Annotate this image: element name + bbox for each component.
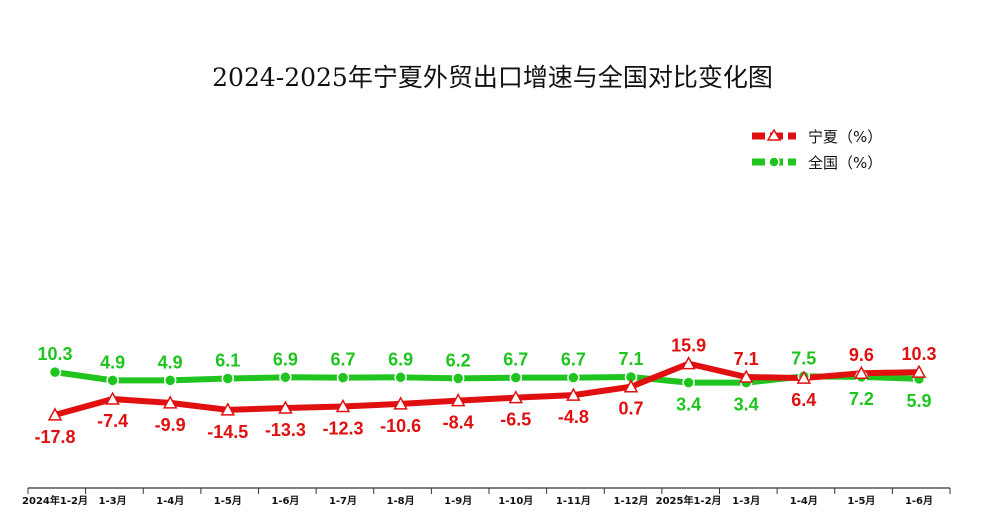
data-point-ningxia [220, 402, 236, 416]
data-label-ningxia: -14.5 [207, 422, 248, 442]
data-point-national [336, 371, 350, 384]
data-point-ningxia [566, 387, 581, 401]
x-tick-label: 1-4月 [790, 495, 818, 507]
legend-circle-marker-icon [752, 156, 796, 168]
legend-item-ningxia: 宁夏（%） [750, 123, 882, 149]
data-point-ningxia [47, 407, 63, 421]
x-tick-label: 2024年1-2月 [22, 494, 88, 507]
data-label-ningxia: 10.3 [901, 344, 936, 364]
data-label-national: 3.4 [734, 395, 759, 415]
x-tick-label: 1-11月 [556, 495, 591, 507]
data-point-ningxia [393, 396, 408, 410]
data-point-ningxia [911, 364, 927, 378]
data-point-national [221, 372, 235, 385]
x-tick-label: 1-6月 [271, 495, 299, 507]
x-tick-label: 1-8月 [387, 495, 415, 507]
data-point-ningxia [623, 379, 639, 393]
data-label-ningxia: -13.3 [265, 420, 306, 440]
data-point-ningxia [278, 400, 293, 414]
legend-item-national: 全国（%） [750, 149, 882, 175]
data-point-national [567, 371, 580, 384]
x-tick-label: 1-9月 [444, 495, 472, 507]
data-label-national: 10.3 [37, 344, 72, 364]
x-tick-label: 1-6月 [905, 495, 933, 507]
data-point-ningxia [738, 369, 754, 383]
data-label-national: 3.4 [676, 395, 701, 415]
data-point-ningxia [508, 390, 524, 404]
data-point-ningxia [854, 365, 869, 379]
data-point-national [48, 365, 62, 379]
data-point-national [163, 374, 177, 387]
data-label-national: 7.1 [618, 349, 643, 369]
legend-label-ningxia: 宁夏（%） [808, 127, 883, 146]
x-tick-label: 1-5月 [214, 495, 242, 507]
data-label-ningxia: 9.6 [849, 345, 874, 365]
data-label-national: 6.2 [446, 350, 471, 370]
data-label-national: 6.9 [273, 349, 298, 369]
data-label-ningxia: 15.9 [671, 336, 706, 356]
x-tick-label: 1-5月 [847, 495, 875, 507]
data-point-national [394, 371, 407, 384]
data-point-national [509, 371, 523, 384]
data-label-national: 6.7 [330, 350, 355, 370]
data-label-national: 6.9 [388, 349, 413, 369]
legend-label-national: 全国（%） [808, 153, 883, 172]
series-line-ningxia [52, 360, 922, 418]
x-tick-label: 1-12月 [613, 495, 648, 507]
data-point-ningxia [796, 370, 812, 384]
data-label-national: 4.9 [158, 352, 183, 372]
data-label-national: 6.7 [503, 350, 528, 370]
data-label-national: 6.1 [215, 351, 240, 371]
data-label-ningxia: 7.1 [734, 349, 759, 369]
x-tick-label: 2025年1-2月 [656, 494, 722, 507]
data-label-national: 7.2 [849, 389, 874, 409]
data-point-national [279, 371, 292, 384]
data-label-ningxia: -4.8 [558, 407, 589, 427]
data-label-national: 6.7 [561, 350, 586, 370]
x-tick-label: 1-3月 [732, 495, 760, 507]
data-point-national [682, 376, 695, 389]
data-point-national [106, 374, 119, 387]
data-label-national: 5.9 [906, 391, 931, 411]
data-label-ningxia: -7.4 [97, 411, 128, 431]
data-point-national [451, 372, 465, 385]
data-label-national: 4.9 [100, 352, 125, 372]
data-point-ningxia [450, 393, 466, 407]
data-label-ningxia: -6.5 [500, 410, 531, 430]
legend-triangle-marker-icon [752, 129, 796, 141]
data-point-ningxia [162, 395, 178, 409]
chart-title: 2024-2025年宁夏外贸出口增速与全国对比变化图 [212, 63, 773, 92]
x-tick-label: 1-7月 [329, 495, 357, 507]
data-label-national: 7.5 [791, 348, 816, 368]
data-point-ningxia [681, 356, 696, 370]
data-point-ningxia [335, 398, 351, 413]
legend: 宁夏（%） 全国（%） [750, 123, 882, 175]
data-point-ningxia [105, 391, 120, 405]
x-tick-label: 1-4月 [156, 495, 184, 507]
data-label-ningxia: -17.8 [34, 427, 75, 447]
data-label-ningxia: 0.7 [618, 399, 643, 419]
x-tick-label: 1-3月 [99, 495, 127, 507]
data-label-ningxia: -8.4 [443, 413, 474, 433]
data-label-ningxia: -9.9 [155, 415, 186, 435]
data-label-ningxia: -10.6 [380, 416, 421, 436]
data-label-ningxia: -12.3 [322, 418, 363, 438]
data-label-ningxia: 6.4 [791, 390, 816, 410]
x-tick-label: 1-10月 [498, 495, 533, 507]
